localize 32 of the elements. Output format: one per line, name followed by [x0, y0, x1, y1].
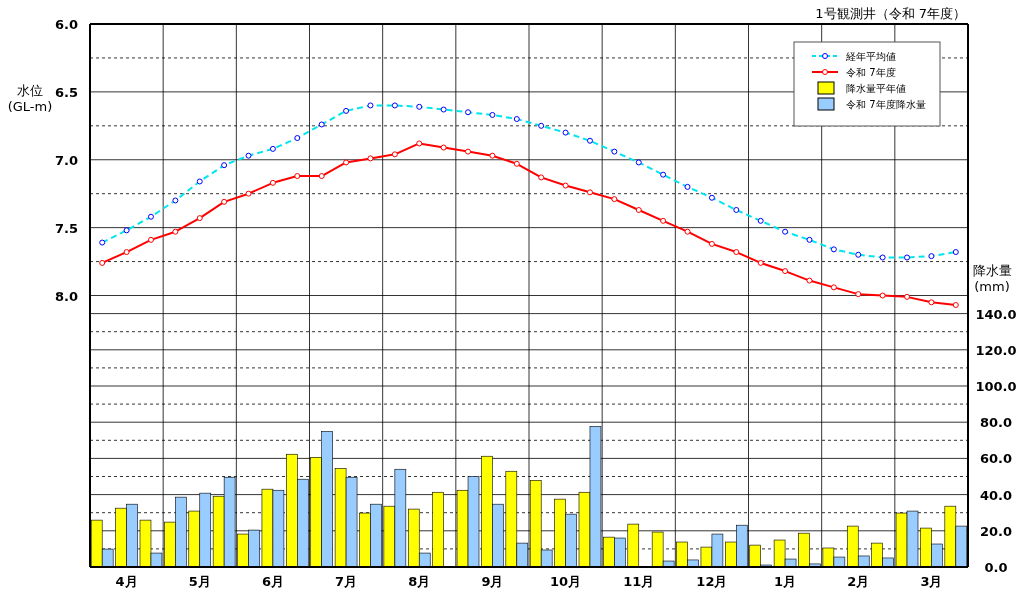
chart-title: 1号観測井（令和 7年度） [815, 6, 966, 21]
x-tick-label: 3月 [920, 574, 943, 589]
y2-tick-label: 120.0 [975, 342, 1017, 358]
y-tick-label: 7.5 [54, 220, 78, 236]
x-tick-label: 7月 [335, 574, 358, 589]
y-tick-label: 6.5 [54, 84, 78, 100]
y2-tick-label: 60.0 [979, 451, 1013, 467]
x-tick-label: 8月 [408, 574, 431, 589]
y2-tick-label: 100.0 [975, 379, 1017, 394]
y-axis-title: 水位 (GL-m) [7, 83, 53, 114]
x-tick-label: 2月 [847, 574, 870, 589]
legend-label: 令和 7年度降水量 [846, 99, 926, 110]
x-tick-label: 9月 [481, 574, 504, 589]
y-tick-label: 7.0 [54, 152, 78, 168]
x-tick-label: 5月 [188, 574, 211, 589]
legend-label: 降水量平年値 [846, 83, 906, 94]
y2-axis-title: 降水量 (mm) [972, 263, 1012, 294]
legend-label: 経年平均値 [845, 51, 896, 62]
y2-tick-label: 20.0 [979, 523, 1013, 539]
x-tick-label: 1月 [774, 574, 797, 589]
x-tick-label: 6月 [261, 574, 284, 589]
x-tick-label: 12月 [696, 574, 728, 589]
y-tick-label: 6.0 [54, 17, 78, 32]
y2-tick-label: 140.0 [975, 306, 1017, 322]
y2-tick-label: 40.0 [979, 487, 1013, 503]
y2-tick-label: 0.0 [984, 560, 1008, 575]
x-tick-label: 11月 [623, 574, 655, 589]
y-tick-label: 8.0 [54, 288, 78, 304]
legend-label: 令和 7年度 [846, 67, 896, 78]
y2-tick-label: 80.0 [979, 415, 1013, 431]
x-tick-label: 10月 [550, 574, 582, 589]
x-tick-label: 4月 [115, 574, 138, 589]
